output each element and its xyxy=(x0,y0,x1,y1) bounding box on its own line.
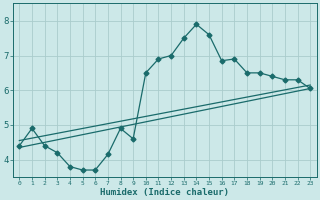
X-axis label: Humidex (Indice chaleur): Humidex (Indice chaleur) xyxy=(100,188,229,197)
